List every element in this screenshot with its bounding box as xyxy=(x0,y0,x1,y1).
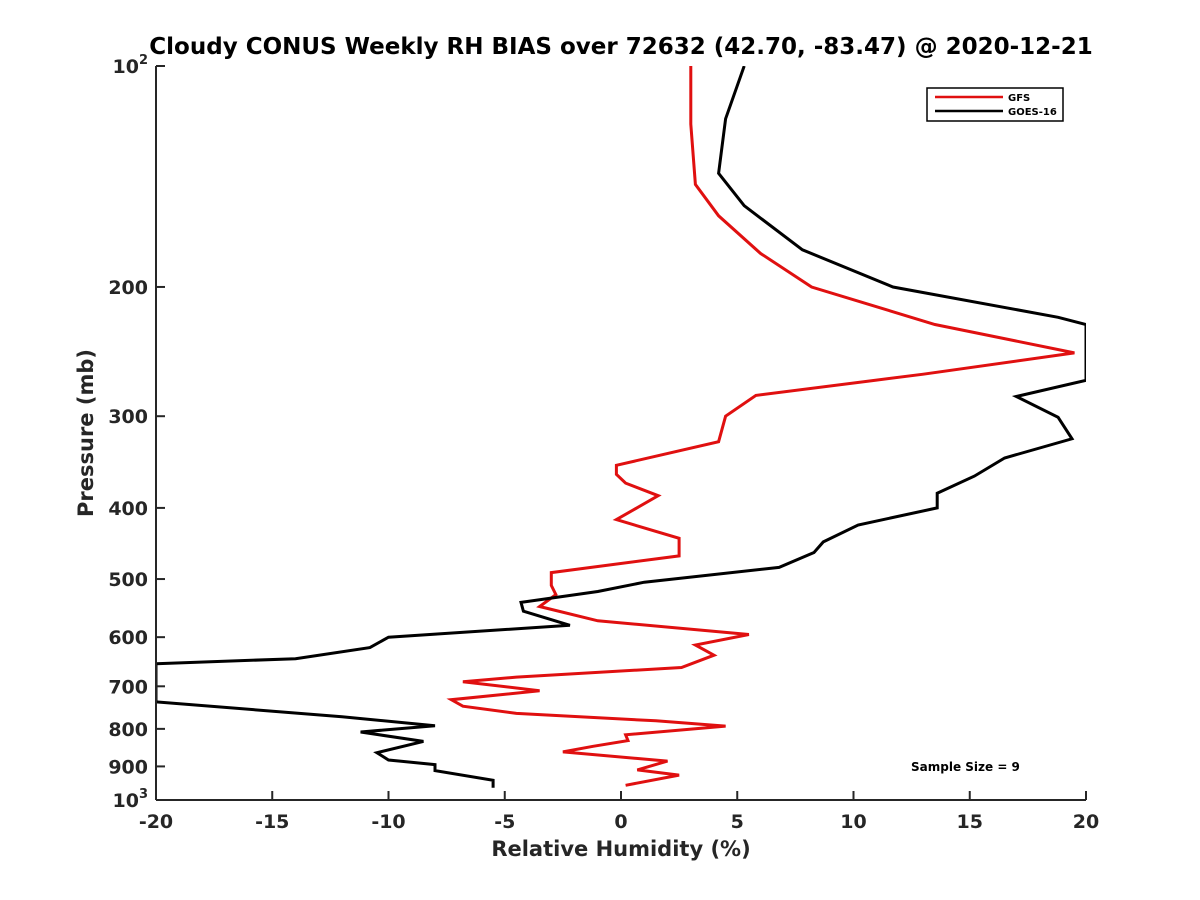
legend: GFS GOES-16 xyxy=(926,87,1064,122)
x-tick-label: -5 xyxy=(494,811,515,833)
series-line-gfs xyxy=(446,66,1075,787)
x-tick-label: -10 xyxy=(371,811,405,833)
x-axis-label: Relative Humidity (%) xyxy=(491,837,750,861)
legend-label-gfs: GFS xyxy=(1008,93,1030,104)
y-axis-ticks: 102 200 300 400 500 600 700 800 900 103 xyxy=(108,53,165,812)
x-tick-label: 5 xyxy=(731,811,744,833)
y-tick-label: 900 xyxy=(108,756,148,778)
y-axis-label: Pressure (mb) xyxy=(74,349,98,517)
series-layer xyxy=(156,66,1086,788)
x-axis-ticks: -20 -15 -10 -5 0 5 10 15 20 xyxy=(139,791,1099,833)
plot-area xyxy=(156,66,1086,800)
y-tick-label: 800 xyxy=(108,719,148,741)
legend-label-goes16: GOES-16 xyxy=(1008,107,1057,118)
sample-size-annotation: Sample Size = 9 xyxy=(911,760,1020,774)
y-tick-label: 102 xyxy=(113,53,149,78)
x-tick-label: 0 xyxy=(614,811,627,833)
y-tick-label: 200 xyxy=(108,277,148,299)
x-tick-label: -20 xyxy=(139,811,173,833)
x-tick-label: 10 xyxy=(840,811,866,833)
x-tick-label: 15 xyxy=(957,811,983,833)
y-tick-label: 103 xyxy=(113,787,149,812)
y-tick-label: 700 xyxy=(108,676,148,698)
y-tick-label: 500 xyxy=(108,569,148,591)
series-line-goes16 xyxy=(156,66,1086,788)
x-tick-label: 20 xyxy=(1073,811,1099,833)
y-tick-label: 400 xyxy=(108,498,148,520)
chart-title: Cloudy CONUS Weekly RH BIAS over 72632 (… xyxy=(149,34,1092,60)
y-tick-label: 600 xyxy=(108,627,148,649)
x-tick-label: -15 xyxy=(255,811,289,833)
legend-box xyxy=(926,87,1064,122)
y-tick-label: 300 xyxy=(108,406,148,428)
